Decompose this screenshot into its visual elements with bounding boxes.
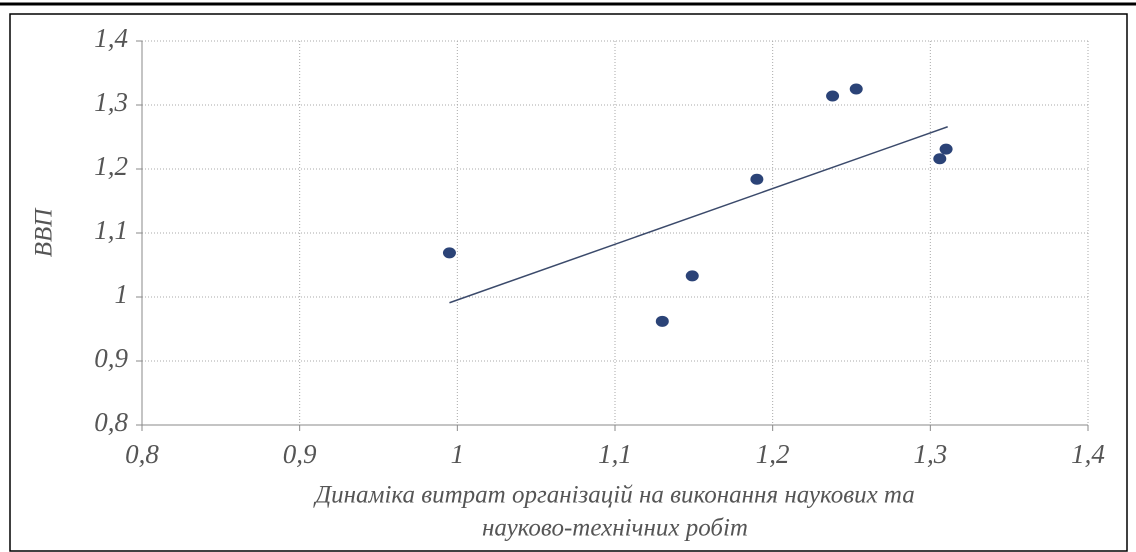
- trend-line: [449, 126, 948, 304]
- point: [933, 153, 947, 165]
- point: [655, 315, 669, 327]
- x-tick-label: 1,1: [598, 439, 632, 469]
- y-tick-label: 1,3: [94, 87, 128, 117]
- y-tick-label: 0,9: [94, 343, 128, 373]
- y-axis-label: ВВП: [31, 207, 58, 258]
- point: [750, 173, 764, 185]
- point: [826, 90, 840, 102]
- point: [685, 270, 699, 282]
- y-tick-label: 1: [115, 279, 129, 309]
- y-tick-label: 1,1: [94, 215, 128, 245]
- x-tick-label: 0,8: [125, 439, 159, 469]
- point: [939, 143, 953, 155]
- point: [849, 83, 863, 95]
- x-tick-label: 1,3: [913, 439, 947, 469]
- y-tick-label: 0,8: [94, 407, 128, 437]
- point: [442, 247, 456, 259]
- x-axis-label: Динаміка витрат організацій на виконання…: [313, 482, 915, 509]
- x-tick-label: 1,2: [756, 439, 790, 469]
- y-tick-label: 1,4: [94, 23, 128, 53]
- frame: [9, 13, 1128, 552]
- x-tick-label: 1: [451, 439, 465, 469]
- x-tick-label: 1,4: [1071, 439, 1105, 469]
- x-tick-label: 0,9: [283, 439, 317, 469]
- x-axis-label: науково-технічних робіт: [482, 515, 748, 542]
- y-tick-label: 1,2: [94, 151, 128, 181]
